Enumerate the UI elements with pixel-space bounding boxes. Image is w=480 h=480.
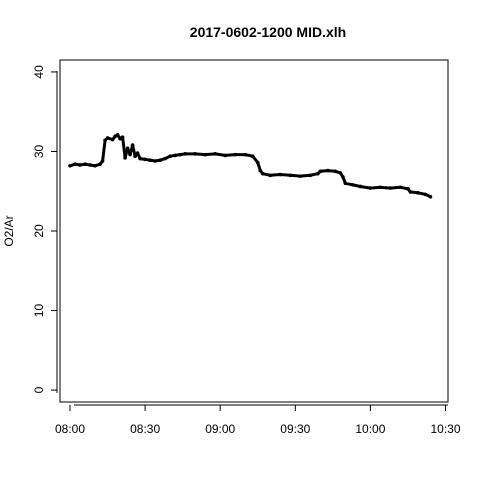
data-point [213,152,217,156]
x-tick-label: 08:00 [55,422,85,436]
data-point [308,173,313,178]
data-point [93,163,97,168]
data-point [173,153,177,158]
y-tick-label: 40 [32,65,46,79]
data-point [78,163,82,167]
data-point [193,152,197,156]
data-point [135,151,140,155]
x-tick-label: 10:00 [355,422,385,436]
data-point [351,183,355,187]
data-point [100,159,105,163]
data-point [298,174,303,178]
data-point [423,192,428,197]
data-point [326,168,330,173]
chart-title: 2017-0602-1200 MID.xlh [190,24,346,40]
y-axis-label: O2/Ar [2,215,16,246]
data-point [105,136,110,140]
series-trace [68,133,432,199]
data-point [388,186,393,190]
data-point [408,190,413,194]
data-point [120,135,125,139]
data-point [288,173,293,178]
data-point [168,154,172,159]
data-point [143,157,147,162]
data-point [183,152,187,156]
x-tick-label: 08:30 [130,422,160,436]
data-point [103,138,107,143]
data-point [416,191,420,195]
data-point [123,156,127,160]
y-tick-label: 30 [32,144,46,158]
data-point [338,171,343,175]
y-axis-ticks: 0 10 20 30 40 [32,65,57,393]
plot-frame [59,59,449,403]
data-point [68,163,72,168]
x-tick-label: 10:30 [430,422,460,436]
data-point [250,154,255,159]
data-point [203,152,207,157]
data-point [258,168,263,173]
data-point [260,171,265,176]
data-point [343,181,348,186]
data-point [110,137,115,142]
y-tick-label: 20 [32,224,46,238]
data-point [341,175,345,179]
data-point [268,173,273,178]
data-series [68,132,433,199]
data-point [406,187,410,191]
data-point [378,185,383,190]
data-point [115,132,120,137]
data-point [243,152,248,157]
data-point [133,154,137,159]
x-tick-label: 09:30 [280,422,310,436]
data-point [233,152,238,157]
data-point [125,146,130,151]
data-point [128,152,132,157]
data-point [318,169,323,174]
data-point [316,171,320,176]
data-point [368,186,373,190]
x-tick-label: 09:00 [205,422,235,436]
data-point [158,158,162,163]
data-point [278,172,283,177]
data-point [88,163,92,167]
data-point [358,184,363,189]
data-point [178,152,182,157]
data-point [148,158,152,163]
data-point [83,162,87,166]
y-tick-label: 0 [32,386,46,393]
data-point [163,156,167,161]
data-point [428,195,433,199]
data-point [73,162,77,166]
data-point [255,160,260,165]
data-point [398,185,403,190]
y-tick-label: 10 [32,304,46,318]
data-point [153,159,157,163]
data-point [98,162,102,166]
data-point [138,156,142,161]
x-axis-ticks: 08:00 08:30 09:00 09:30 10:00 10:30 [55,405,461,436]
data-point [333,169,338,174]
data-point [130,143,135,147]
data-point [223,153,228,158]
